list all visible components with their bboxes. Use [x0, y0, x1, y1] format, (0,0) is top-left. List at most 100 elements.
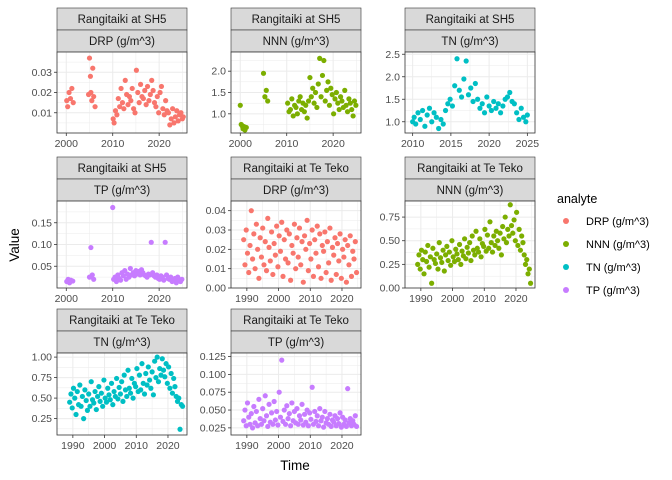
data-point	[305, 268, 311, 274]
data-point	[180, 114, 186, 120]
data-point	[279, 219, 285, 225]
data-point	[114, 112, 120, 118]
data-point	[426, 105, 433, 111]
data-point	[111, 120, 117, 126]
data-point	[319, 72, 326, 79]
y-tick-label: 0.15	[32, 217, 53, 229]
data-point	[345, 242, 351, 249]
data-point	[326, 260, 332, 266]
data-point	[477, 105, 483, 111]
data-point	[321, 57, 327, 64]
data-point	[177, 426, 183, 432]
data-point	[125, 102, 131, 108]
x-tick-label: 2020	[147, 138, 171, 150]
data-point	[270, 271, 276, 278]
data-point	[487, 219, 493, 225]
x-tick-label: 2015	[439, 138, 463, 150]
x-tick-label: 2010	[401, 138, 425, 150]
legend-title: analyte	[557, 192, 597, 206]
strip-site-label: Rangitaiki at SH5	[78, 14, 167, 26]
data-point	[439, 259, 445, 266]
data-point	[427, 254, 433, 260]
data-point	[107, 397, 113, 403]
legend-items: DRP (g/m^3) NNN (g/m^3) TN (g/m^3) TP (g/m^…	[563, 216, 650, 297]
data-point	[161, 112, 167, 118]
y-tick-label: 0.04	[206, 205, 227, 217]
data-point	[521, 252, 527, 258]
data-point	[241, 418, 247, 424]
data-point	[523, 119, 529, 125]
data-point	[447, 96, 453, 102]
data-point	[305, 98, 312, 104]
data-point	[66, 89, 72, 96]
data-point	[430, 245, 436, 251]
data-point	[489, 249, 496, 255]
data-point	[353, 102, 359, 108]
data-point	[87, 403, 93, 409]
data-point	[500, 223, 506, 230]
data-point	[415, 110, 421, 116]
y-tick-label: 0.100	[200, 369, 226, 381]
y-axis-title: Value	[7, 228, 22, 262]
data-point	[326, 102, 333, 108]
x-tick-label: 2010	[101, 293, 125, 305]
data-point	[455, 257, 461, 263]
data-point	[260, 70, 267, 76]
data-point	[298, 262, 304, 268]
data-point	[277, 414, 284, 420]
x-tick-label: 1990	[61, 440, 85, 452]
series-points	[410, 56, 530, 132]
data-point	[157, 89, 163, 96]
data-point	[119, 379, 125, 385]
x-tick-label: 2000	[441, 293, 465, 305]
data-point	[136, 372, 143, 378]
data-point	[167, 122, 173, 128]
data-point	[160, 106, 166, 112]
y-tick-label: 1.5	[385, 94, 400, 106]
data-point	[332, 96, 338, 102]
data-point	[327, 225, 333, 231]
data-point	[89, 272, 95, 278]
data-point	[481, 110, 488, 116]
data-point	[497, 230, 503, 236]
data-point	[328, 277, 334, 283]
data-point	[322, 408, 328, 415]
data-point	[249, 256, 256, 262]
data-point	[498, 252, 504, 258]
data-point	[73, 411, 79, 418]
data-point	[514, 209, 520, 215]
x-tick-label: 2020	[330, 293, 354, 305]
strip-analyte-label: DRP (g/m^3)	[89, 36, 155, 48]
data-point	[125, 367, 131, 373]
data-point	[486, 245, 492, 251]
data-point	[166, 364, 172, 370]
data-point	[285, 416, 291, 422]
data-point	[527, 280, 534, 286]
data-point	[267, 258, 273, 264]
data-point	[449, 103, 456, 109]
x-tick-label: 2020	[156, 440, 180, 452]
data-point	[494, 238, 501, 244]
data-point	[286, 411, 292, 417]
data-point	[347, 233, 353, 239]
data-point	[512, 238, 518, 244]
data-point	[442, 252, 449, 258]
data-point	[491, 98, 497, 105]
data-point	[510, 230, 516, 236]
data-point	[431, 110, 437, 116]
data-point	[150, 392, 156, 398]
data-point	[127, 265, 133, 272]
data-point	[90, 65, 96, 71]
data-point	[522, 261, 529, 267]
data-point	[453, 246, 459, 252]
data-point	[484, 232, 491, 238]
data-point	[472, 80, 478, 87]
legend-label: TN (g/m^3)	[586, 262, 641, 274]
data-point	[154, 354, 160, 360]
data-point	[475, 249, 482, 255]
data-point	[353, 269, 360, 276]
data-point	[153, 375, 159, 381]
strip-site-label: Rangitaiki at Te Teko	[243, 163, 349, 175]
data-point	[296, 98, 302, 104]
data-point	[496, 245, 502, 251]
